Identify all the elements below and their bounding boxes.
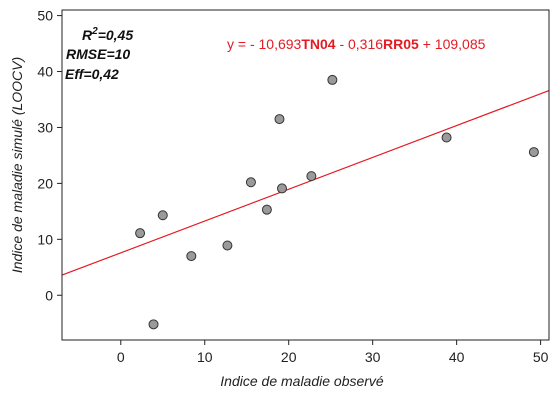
y-tick-label-2: 10 [37, 231, 53, 247]
y-tick-label-1: 0 [45, 287, 53, 303]
y-tick-label-5: 40 [37, 64, 53, 80]
data-point-7 [261, 204, 272, 215]
x-tick-label-1: 0 [117, 349, 125, 365]
x-tick-label-3: 20 [281, 349, 297, 365]
y-axis-ticks: 0 10 20 30 40 50 [37, 8, 62, 303]
eff-label: Eff=0,42 [65, 66, 119, 82]
rmse-label: RMSE=10 [66, 46, 130, 62]
x-tick-label-4: 30 [365, 349, 381, 365]
y-axis-label: Indice de maladie simulé (LOOCV) [9, 57, 25, 273]
data-point-4 [186, 251, 197, 262]
data-point-11 [327, 74, 338, 85]
fit-line-layer [61, 89, 550, 276]
data-point-1 [135, 228, 146, 239]
regression-equation: y = - 10,693TN04 - 0,316RR05 + 109,085 [227, 36, 486, 52]
x-tick-label-5: 40 [449, 349, 465, 365]
y-tick-label-4: 30 [37, 119, 53, 135]
y-tick-label-3: 20 [37, 175, 53, 191]
data-point-13 [528, 147, 539, 158]
data-point-6 [245, 177, 256, 188]
regression-line [61, 89, 550, 276]
x-axis-ticks: 0 10 20 30 40 50 [117, 340, 549, 365]
data-points [135, 74, 539, 330]
plot-frame [61, 9, 550, 341]
x-tick-label-6: 50 [533, 349, 549, 365]
stats-block: R2=0,45 RMSE=10 Eff=0,42 [65, 26, 133, 82]
data-point-5 [222, 240, 233, 251]
data-point-3 [157, 210, 168, 221]
data-point-10 [306, 171, 317, 182]
y-tick-label-6: 50 [37, 8, 53, 24]
x-axis-label: Indice de maladie observé [220, 373, 384, 389]
r-squared-label: R2=0,45 [82, 26, 133, 43]
data-point-9 [276, 183, 287, 194]
x-tick-label-2: 10 [197, 349, 213, 365]
data-point-8 [274, 114, 285, 125]
data-point-12 [441, 132, 452, 143]
data-point-2 [148, 319, 159, 330]
